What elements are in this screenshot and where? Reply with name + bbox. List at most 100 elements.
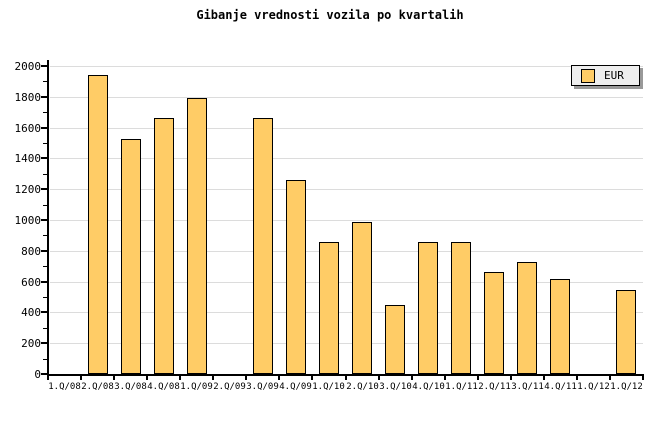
y-tick <box>41 127 47 129</box>
y-tick-minor <box>43 328 47 329</box>
y-tick-minor <box>43 359 47 360</box>
x-tick <box>609 376 611 380</box>
bar <box>451 242 471 374</box>
bar <box>154 118 174 374</box>
x-tick <box>278 376 280 380</box>
y-axis-label: 2000 <box>14 60 42 73</box>
y-axis-label: 800 <box>21 245 41 258</box>
y-tick <box>41 281 47 283</box>
x-tick <box>444 376 446 380</box>
bar <box>286 180 306 374</box>
bar <box>88 75 108 374</box>
x-axis-label: 4.Q/09 <box>279 382 312 392</box>
y-tick-minor <box>43 112 47 113</box>
y-tick-minor <box>43 235 47 236</box>
chart-title: Gibanje vrednosti vozila po kvartalih <box>196 8 464 22</box>
x-tick <box>543 376 545 380</box>
bar <box>550 279 570 374</box>
y-axis-label: 1800 <box>14 91 42 104</box>
y-tick <box>41 157 47 159</box>
x-tick <box>510 376 512 380</box>
y-axis-label: 400 <box>21 306 41 319</box>
bar <box>121 139 141 374</box>
y-axis-label: 200 <box>21 337 41 350</box>
x-axis-label: 1.Q/12 <box>610 382 643 392</box>
x-axis-label: 1.Q/12 <box>577 382 610 392</box>
y-axis-line <box>47 60 49 376</box>
x-tick <box>411 376 413 380</box>
y-tick-minor <box>43 81 47 82</box>
y-tick <box>41 342 47 344</box>
gridline <box>50 158 643 159</box>
x-axis-label: 2.Q/10 <box>346 382 379 392</box>
y-axis-label: 0 <box>34 368 41 381</box>
gridline <box>50 343 643 344</box>
y-axis-label: 1000 <box>14 214 42 227</box>
x-axis-label: 4.Q/10 <box>412 382 445 392</box>
y-tick <box>41 65 47 67</box>
bar <box>517 262 537 374</box>
y-axis-label: 600 <box>21 276 41 289</box>
y-tick-minor <box>43 174 47 175</box>
x-tick <box>642 376 644 380</box>
x-axis-label: 4.Q/11 <box>544 382 577 392</box>
x-tick <box>576 376 578 380</box>
y-axis-label: 1200 <box>14 183 42 196</box>
bar <box>484 272 504 374</box>
gridline <box>50 220 643 221</box>
y-tick <box>41 219 47 221</box>
y-axis-label: 1600 <box>14 122 42 135</box>
bar <box>352 222 372 374</box>
x-axis-label: 1.Q/09 <box>180 382 213 392</box>
x-tick <box>47 376 49 380</box>
x-axis-label: 4.Q/08 <box>147 382 180 392</box>
legend-label: EUR <box>604 69 624 82</box>
y-tick-minor <box>43 205 47 206</box>
bar <box>385 305 405 374</box>
y-tick <box>41 96 47 98</box>
x-tick <box>245 376 247 380</box>
x-axis-label: 1.Q/10 <box>312 382 345 392</box>
y-tick <box>41 188 47 190</box>
bar <box>187 98 207 374</box>
gridline <box>50 97 643 98</box>
y-tick-minor <box>43 297 47 298</box>
bar <box>319 242 339 374</box>
x-axis-label: 2.Q/08 <box>81 382 114 392</box>
y-tick <box>41 250 47 252</box>
x-tick <box>311 376 313 380</box>
x-tick <box>146 376 148 380</box>
x-tick <box>345 376 347 380</box>
y-tick-minor <box>43 143 47 144</box>
gridline <box>50 282 643 283</box>
legend-swatch-icon <box>581 68 595 83</box>
x-axis-label: 3.Q/11 <box>511 382 544 392</box>
x-axis-label: 2.Q/11 <box>478 382 511 392</box>
x-axis-line <box>47 374 644 376</box>
bar <box>418 242 438 374</box>
x-tick <box>80 376 82 380</box>
x-tick <box>212 376 214 380</box>
gridline <box>50 312 643 313</box>
x-axis-label: 1.Q/11 <box>445 382 478 392</box>
x-axis-label: 3.Q/08 <box>114 382 147 392</box>
gridline <box>50 128 643 129</box>
x-axis-label: 3.Q/10 <box>379 382 412 392</box>
y-tick <box>41 373 47 375</box>
y-tick <box>41 311 47 313</box>
y-axis-label: 1400 <box>14 152 42 165</box>
x-axis-label: 1.Q/08 <box>48 382 81 392</box>
x-tick <box>113 376 115 380</box>
x-tick <box>477 376 479 380</box>
legend: EUR <box>571 65 640 86</box>
y-tick-minor <box>43 266 47 267</box>
bar <box>253 118 273 374</box>
x-axis-label: 3.Q/09 <box>246 382 279 392</box>
gridline <box>50 251 643 252</box>
gridline <box>50 189 643 190</box>
x-axis-label: 2.Q/09 <box>213 382 246 392</box>
x-tick <box>378 376 380 380</box>
x-tick <box>179 376 181 380</box>
